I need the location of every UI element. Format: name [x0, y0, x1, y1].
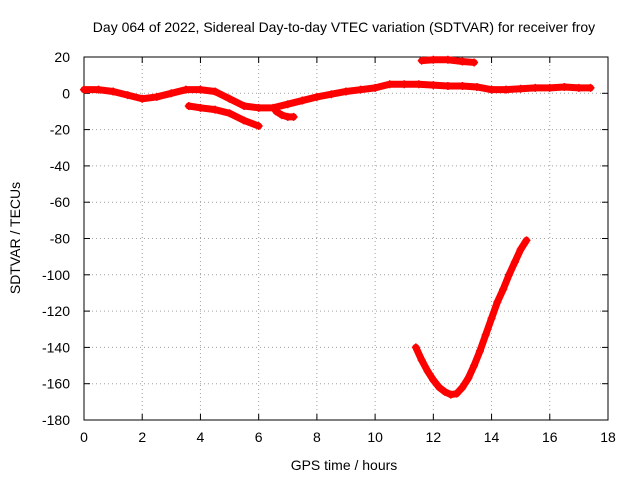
series-arc-high: [417, 55, 479, 67]
grid-lines: [84, 57, 608, 420]
x-tick-label: 18: [600, 429, 616, 445]
y-tick-label: -160: [42, 376, 70, 392]
y-tick-label: -140: [42, 339, 70, 355]
y-tick-label: -60: [50, 194, 70, 210]
x-tick-label: 2: [138, 429, 146, 445]
data-point: [522, 236, 531, 245]
y-tick-label: -180: [42, 412, 70, 428]
x-tick-label: 10: [367, 429, 383, 445]
y-axis-label: SDTVAR / TECUs: [7, 182, 23, 294]
y-tick-label: -80: [50, 231, 70, 247]
x-axis-ticks: 0 2 4 6 8 10 12 14 16 18: [80, 57, 616, 445]
y-tick-label: -20: [50, 122, 70, 138]
x-axis-label: GPS time / hours: [291, 457, 398, 473]
x-tick-label: 14: [484, 429, 500, 445]
data-point: [586, 83, 595, 92]
y-tick-label: -120: [42, 303, 70, 319]
x-tick-label: 4: [197, 429, 205, 445]
x-tick-label: 16: [542, 429, 558, 445]
series-arc-main: [80, 80, 595, 112]
data-point: [289, 112, 298, 121]
series-arc-low: [184, 102, 263, 130]
series-arc-short: [272, 107, 298, 121]
y-tick-label: -40: [50, 158, 70, 174]
data-point: [254, 121, 263, 130]
x-tick-label: 8: [313, 429, 321, 445]
series-arc-dip: [411, 236, 531, 399]
x-tick-label: 12: [426, 429, 442, 445]
data-point: [470, 58, 479, 67]
x-tick-label: 0: [80, 429, 88, 445]
y-tick-label: 20: [54, 49, 70, 65]
y-tick-label: 0: [62, 85, 70, 101]
data-points: [80, 55, 595, 399]
data-point-trail: [240, 117, 263, 130]
chart-title: Day 064 of 2022, Sidereal Day-to-day VTE…: [93, 19, 595, 35]
y-axis-ticks: 20 0 -20 -40 -60 -80 -100 -120 -140 -160 -180: [42, 49, 608, 428]
x-tick-label: 6: [255, 429, 263, 445]
y-tick-label: -100: [42, 267, 70, 283]
data-point-trail: [517, 236, 530, 253]
